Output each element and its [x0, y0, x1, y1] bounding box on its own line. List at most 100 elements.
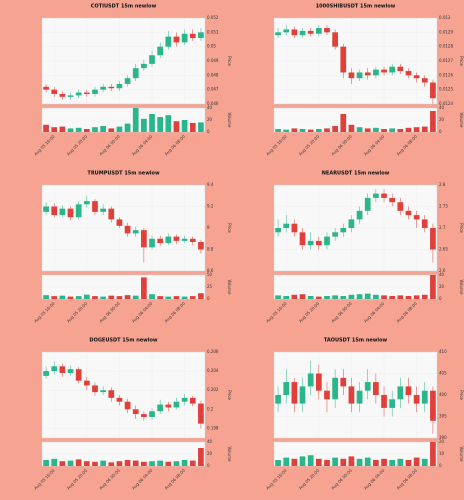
volume-bar	[43, 295, 49, 299]
candle-body	[381, 193, 387, 198]
candle-body	[356, 210, 363, 220]
candle-body	[299, 30, 306, 36]
y-tick-label: 0.049	[207, 58, 219, 63]
volume-bar	[291, 128, 298, 132]
y-tick-label: 2.65	[439, 247, 448, 252]
volume-bar	[92, 461, 98, 466]
chart-title: 1000SHIBUSDT 15m newlow	[316, 4, 396, 10]
volume-bar	[397, 129, 404, 132]
volume-bar	[173, 121, 180, 132]
x-tick-label: Aug 06 04:00	[363, 301, 386, 324]
candle-body	[132, 230, 139, 234]
volume-bar	[124, 123, 131, 132]
volume-bar	[51, 296, 58, 299]
x-tick-label: Aug 05 16:00	[265, 468, 288, 491]
candle-body	[430, 228, 436, 250]
candle-body	[324, 236, 330, 246]
candle-body	[356, 390, 363, 404]
volume-bar	[132, 295, 139, 299]
candle-body	[413, 395, 420, 404]
x-tick-label: Aug 05 16:00	[33, 468, 56, 491]
volume-tick-label: 0	[207, 296, 210, 301]
x-tick-label: Aug 06 08:00	[395, 134, 418, 157]
candle-body	[405, 386, 412, 395]
x-tick-label: Aug 05 20:00	[66, 134, 89, 157]
candle-body	[92, 89, 98, 94]
y-axis-label: Price	[227, 56, 232, 66]
volume-bar	[189, 123, 196, 132]
candle-body	[315, 373, 322, 391]
price-panel	[41, 351, 206, 439]
volume-bar	[43, 124, 49, 132]
candle-body	[124, 225, 131, 234]
volume-bar	[356, 294, 363, 299]
volume-bar	[51, 127, 58, 132]
candle-body	[397, 202, 404, 211]
volume-tick-label: 20	[207, 451, 213, 456]
volume-tick-label: 40	[439, 272, 445, 277]
volume-bar	[75, 127, 82, 132]
volume-bar	[307, 455, 314, 466]
volume-bar	[332, 295, 338, 299]
chart-title: TRUMPUSDT 15m newlow	[87, 171, 160, 177]
candle-body	[291, 382, 298, 404]
volume-axis-label: Volume	[459, 280, 464, 295]
candle-body	[373, 382, 379, 395]
volume-bar	[67, 460, 74, 466]
volume-tick-label: 40	[207, 105, 213, 110]
volume-bar	[405, 296, 412, 299]
volume-bar	[397, 458, 404, 466]
candle-body	[43, 206, 49, 212]
volume-bar	[307, 296, 314, 299]
candle-body	[430, 390, 436, 421]
y-tick-label: 0.0125	[439, 87, 453, 92]
volume-bar	[413, 457, 420, 466]
chart-title: TAOUSDT 15m newlow	[324, 338, 388, 344]
volume-tick-label: 0	[207, 129, 210, 134]
volume-bar	[92, 296, 98, 299]
y-axis-label: Price	[227, 390, 232, 400]
volume-bar	[299, 456, 306, 466]
volume-bar	[430, 111, 436, 132]
candle-body	[348, 72, 355, 79]
volume-bar	[356, 127, 363, 132]
volume-bar	[397, 295, 404, 299]
candle-body	[324, 390, 330, 400]
volume-bar	[149, 114, 155, 132]
volume-bar	[364, 293, 371, 299]
chart-title: NEARUSDT 15m newlow	[322, 171, 390, 177]
y-tick-label: 9.4	[207, 182, 214, 187]
x-tick-label: Aug 05 20:00	[66, 301, 89, 324]
volume-bar	[67, 296, 74, 299]
candle-body	[100, 208, 106, 212]
candle-body	[116, 397, 123, 402]
x-tick-label: Aug 06 08:00	[395, 301, 418, 324]
candle-body	[389, 197, 396, 203]
candle-body	[291, 223, 298, 233]
volume-bar	[291, 294, 298, 299]
candle-body	[59, 93, 66, 97]
candle-body	[381, 395, 387, 408]
candle-body	[157, 238, 164, 244]
chart-title: DOGEUSDT 15m newlow	[89, 338, 158, 344]
volume-bar	[315, 458, 322, 466]
candle-body	[157, 46, 164, 56]
candle-body	[108, 86, 115, 89]
y-tick-label: 0.048	[207, 72, 219, 77]
volume-tick-label: 20	[439, 117, 445, 122]
volume-bar	[124, 295, 131, 299]
volume-bar	[413, 295, 420, 299]
y-tick-label: 2.6	[439, 268, 446, 273]
volume-bar	[198, 122, 204, 132]
candle-body	[132, 68, 139, 79]
volume-bar	[59, 461, 66, 466]
volume-tick-label: 0	[207, 463, 210, 468]
candle-body	[108, 208, 115, 220]
volume-bar	[165, 461, 172, 466]
candle-body	[149, 238, 155, 248]
volume-tick-label: 0	[439, 463, 442, 468]
volume-bar	[59, 126, 66, 132]
volume-axis-label: Volume	[227, 447, 232, 462]
candle-body	[373, 69, 379, 76]
volume-axis-label: Volume	[459, 447, 464, 462]
